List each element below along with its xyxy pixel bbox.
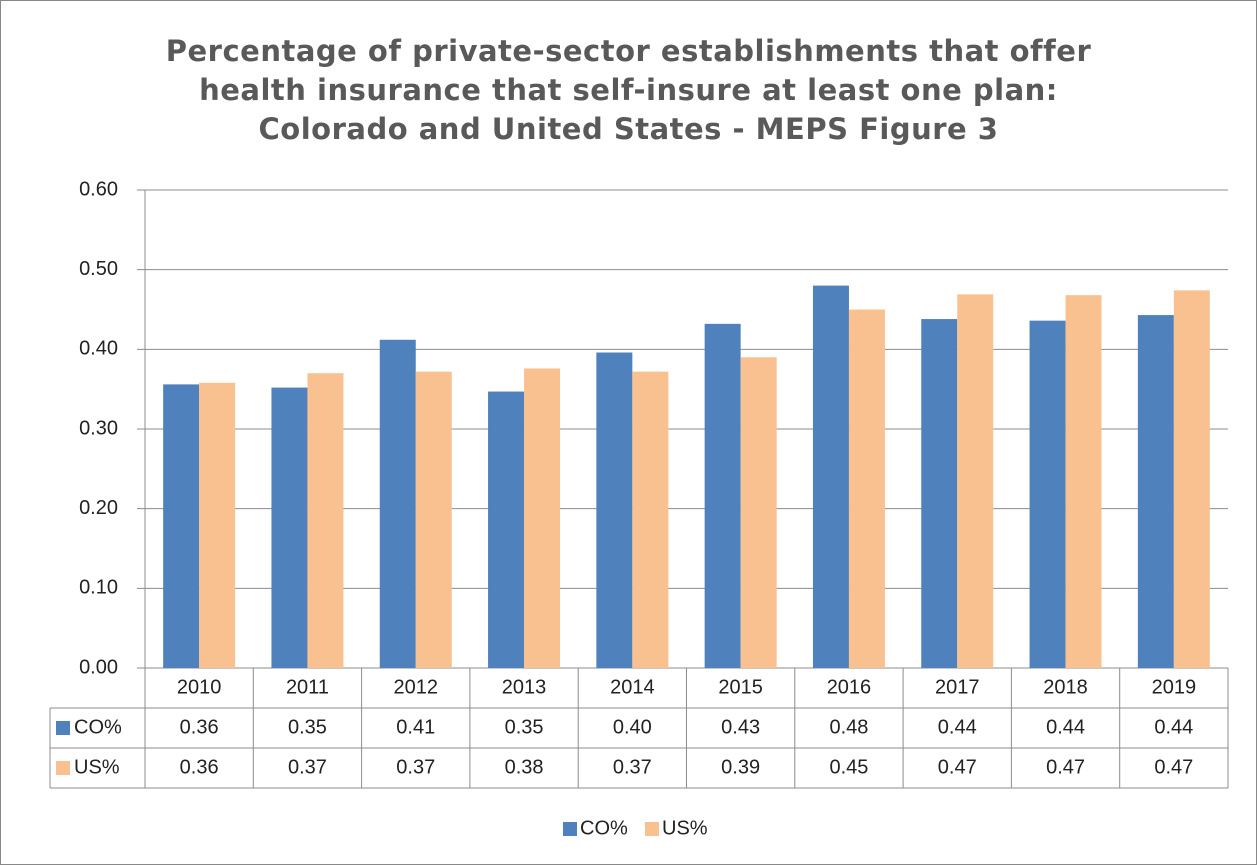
bar xyxy=(1065,295,1102,668)
y-tick-label: 0.00 xyxy=(79,656,118,678)
bar xyxy=(1173,290,1210,668)
bar xyxy=(307,373,344,668)
chart-title: Percentage of private-sector establishme… xyxy=(165,34,1092,146)
table-value: 0.47 xyxy=(1046,756,1085,778)
table-value: 0.36 xyxy=(180,756,219,778)
x-tick-label: 2010 xyxy=(177,676,222,698)
x-tick-label: 2017 xyxy=(935,676,980,698)
bar xyxy=(488,391,525,668)
table-value: 0.44 xyxy=(938,716,977,738)
bar xyxy=(596,352,633,668)
table-value: 0.38 xyxy=(505,756,544,778)
x-tick-label: 2015 xyxy=(718,676,763,698)
legend-key xyxy=(56,721,70,735)
table-value: 0.44 xyxy=(1046,716,1085,738)
bar xyxy=(812,285,849,668)
bar xyxy=(379,339,416,668)
x-tick-label: 2016 xyxy=(827,676,872,698)
table-value: 0.43 xyxy=(721,716,760,738)
bar xyxy=(415,371,452,668)
bar xyxy=(163,384,200,668)
x-tick-label: 2019 xyxy=(1152,676,1197,698)
table-value: 0.37 xyxy=(396,756,435,778)
bar xyxy=(921,319,958,668)
legend-key xyxy=(645,822,659,836)
x-tick-label: 2011 xyxy=(286,676,329,698)
bar xyxy=(199,382,236,668)
table-value: 0.48 xyxy=(829,716,868,738)
y-tick-label: 0.30 xyxy=(79,417,118,439)
x-tick-label: 2012 xyxy=(394,676,439,698)
x-tick-label: 2014 xyxy=(610,676,655,698)
table-value: 0.35 xyxy=(505,716,544,738)
y-tick-label: 0.60 xyxy=(79,178,118,200)
table-series-name: US% xyxy=(74,756,120,778)
table-value: 0.37 xyxy=(613,756,652,778)
table-value: 0.41 xyxy=(396,716,435,738)
table-value: 0.40 xyxy=(613,716,652,738)
x-tick-label: 2018 xyxy=(1043,676,1088,698)
table-value: 0.44 xyxy=(1154,716,1193,738)
x-tick-label: 2013 xyxy=(502,676,547,698)
legend-key xyxy=(56,761,70,775)
y-tick-label: 0.50 xyxy=(79,258,118,280)
table-value: 0.47 xyxy=(1154,756,1193,778)
legend-key xyxy=(563,822,577,836)
bar xyxy=(1029,320,1066,668)
bar xyxy=(957,294,994,668)
legend-label: CO% xyxy=(580,817,628,839)
table-value: 0.37 xyxy=(288,756,327,778)
table-value: 0.39 xyxy=(721,756,760,778)
table-series-name: CO% xyxy=(74,716,122,738)
bar xyxy=(848,309,885,668)
y-tick-label: 0.10 xyxy=(79,577,118,599)
bar xyxy=(271,387,308,668)
table-value: 0.36 xyxy=(180,716,219,738)
table-value: 0.45 xyxy=(829,756,868,778)
legend-label: US% xyxy=(662,817,708,839)
bar xyxy=(524,368,561,668)
table-value: 0.35 xyxy=(288,716,327,738)
y-tick-label: 0.40 xyxy=(79,338,118,360)
bar xyxy=(704,323,741,668)
table-value: 0.47 xyxy=(938,756,977,778)
bar xyxy=(740,357,777,668)
bar xyxy=(1137,315,1174,668)
y-tick-label: 0.20 xyxy=(79,497,118,519)
bar xyxy=(632,371,669,668)
